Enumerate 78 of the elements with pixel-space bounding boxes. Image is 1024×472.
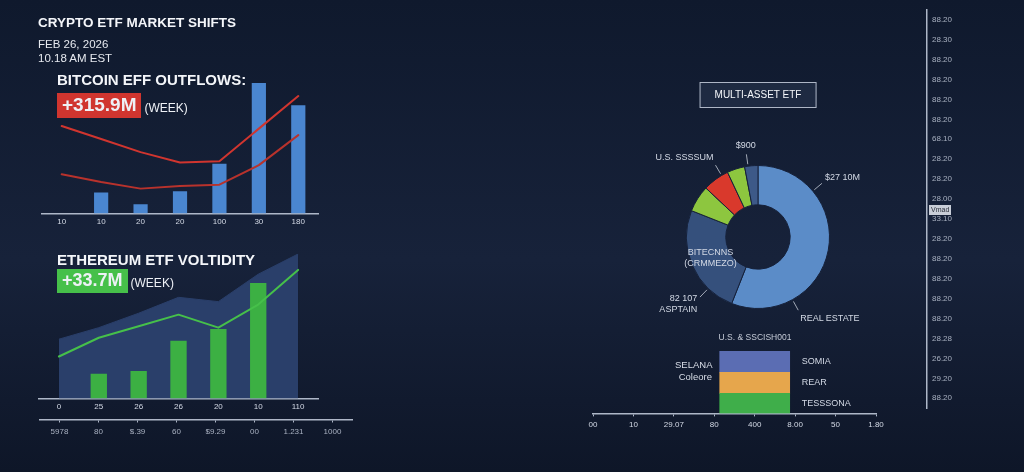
text: $27 10M <box>825 172 861 183</box>
category-label: 26.20 <box>932 353 953 363</box>
category-label: 1000 <box>323 426 342 436</box>
category-label: 29.20 <box>932 373 953 383</box>
category-label: $.39 <box>129 426 146 436</box>
text: +33.7M (WEEK) <box>61 269 174 292</box>
slice-label: BITECNNS (CRMMEZO) <box>684 246 737 268</box>
chart-title: U.S. & SSCISH001 <box>718 332 792 343</box>
bar <box>251 83 266 214</box>
text: +315.9M (WEEK) <box>61 93 188 117</box>
bar <box>94 192 109 214</box>
text: 82 107 ASPTAIN <box>659 292 698 314</box>
category-label: 88.20 <box>932 74 953 84</box>
bar <box>172 191 188 214</box>
x-tick-label: 10 <box>96 217 107 227</box>
category-label: 28.28 <box>932 333 953 343</box>
series-label: SOMIA <box>801 356 831 367</box>
text: FEB 26, 2026 <box>38 37 109 52</box>
series-label: TESSSONA <box>801 397 851 408</box>
x-tick-label: 8.00 <box>787 420 804 430</box>
x-tick-label: 20 <box>213 402 224 412</box>
x-tick-label: 50 <box>831 420 841 430</box>
category-label: 88.20 <box>932 114 953 124</box>
x-tick-label: 0 <box>56 402 62 412</box>
series-label: REAR <box>801 377 828 388</box>
x-tick-label: 10 <box>253 402 264 412</box>
bar <box>130 370 147 399</box>
category-label: 28.20 <box>932 234 953 244</box>
x-tick-label: 400 <box>748 420 762 430</box>
chart-title: ETHEREUM ETF VOLTIDITY <box>57 251 256 269</box>
text: CRYPTO ETF MARKET SHIFTS <box>38 15 237 32</box>
category-label: 88.20 <box>932 393 953 403</box>
x-tick-label: 80 <box>709 420 720 430</box>
category-label: 88.20 <box>932 313 953 323</box>
x-tick-label: 100 <box>212 217 227 227</box>
x-tick-label: 30 <box>254 217 264 227</box>
x-tick-label: 25 <box>94 402 104 412</box>
category-label: 28.20 <box>932 174 953 184</box>
category-label: 1.231 <box>283 426 305 436</box>
bar <box>210 329 227 399</box>
category-label: 28.00 <box>932 194 953 204</box>
x-tick-label: 00 <box>588 420 598 430</box>
category-label: 88.20 <box>932 14 953 24</box>
category-label: 88.20 <box>932 254 953 263</box>
x-tick-label: 20 <box>136 217 146 227</box>
x-tick-label: 10 <box>57 217 67 227</box>
annotation: SELANA Coleore <box>675 359 713 383</box>
category-label: 33.10 <box>932 214 953 224</box>
category-label: 60 <box>172 426 182 436</box>
bar <box>90 373 107 399</box>
chart-title: MULTI-ASSET ETF <box>699 82 817 108</box>
category-label: 88.20 <box>932 54 953 64</box>
x-tick-label: 29.07 <box>663 420 685 430</box>
slice-label: U.S. SSSSUM <box>655 151 714 162</box>
x-tick-label: 110 <box>291 402 305 412</box>
category-label: 88.20 <box>932 94 953 104</box>
x-tick-label: 180 <box>291 217 306 227</box>
x-tick-label: 20 <box>175 217 185 227</box>
category-label: 28.20 <box>932 154 953 164</box>
text: 10.18 AM EST <box>38 51 113 66</box>
category-label: 88.20 <box>932 273 953 283</box>
x-tick-label: 26 <box>134 402 144 412</box>
category-label: 88.20 <box>932 293 953 303</box>
x-tick-label: 26 <box>174 402 184 412</box>
category-label: 28.30 <box>932 34 953 44</box>
category-label: 68.10 <box>932 134 953 144</box>
slice-label: REAL ESTATE <box>800 312 860 323</box>
x-tick-label: 10 <box>628 420 639 430</box>
text: $900 <box>735 139 756 150</box>
category-label: $9.29 <box>205 426 227 436</box>
bar <box>250 282 267 399</box>
bar <box>133 204 148 214</box>
x-tick-label: 1.80 <box>868 420 885 430</box>
category-label: 5978 <box>50 426 69 436</box>
bar <box>212 163 227 214</box>
bar <box>170 340 187 399</box>
chart-title: BITCOIN EFF OUTFLOWS: <box>57 71 247 89</box>
bar <box>291 105 306 214</box>
